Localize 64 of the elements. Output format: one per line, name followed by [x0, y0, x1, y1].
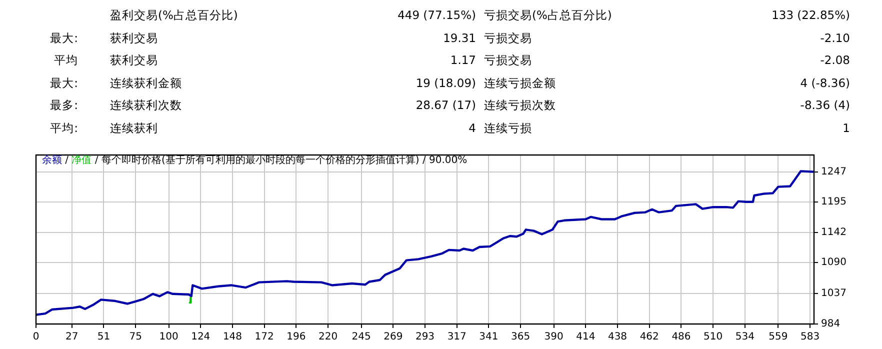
x-tick-label: 148: [222, 332, 242, 343]
text: 亏损交易: [484, 30, 533, 46]
text: 平均:: [49, 120, 78, 136]
y-tick-label: 1195: [821, 196, 846, 208]
text: 1: [842, 120, 850, 135]
text: 19.31: [442, 30, 476, 45]
x-tick-label: 317: [447, 332, 466, 343]
x-tick-label: 341: [479, 332, 498, 343]
x-tick-label: 51: [97, 332, 110, 343]
text: 4 (-8.36): [799, 76, 850, 90]
text: 连续亏损: [484, 120, 533, 136]
x-tick-label: 486: [672, 332, 691, 343]
x-tick-label: 124: [191, 332, 210, 343]
text: 盈利交易(%占总百分比): [110, 8, 239, 23]
text: 449 (77.15%): [396, 8, 476, 22]
x-tick-label: 534: [735, 332, 755, 343]
text: 133 (22.85%): [770, 8, 850, 22]
text: -8.36 (4): [799, 98, 850, 112]
y-tick-label: 1247: [821, 166, 846, 178]
x-tick-label: 414: [576, 332, 596, 343]
text: 连续获利金额: [110, 76, 183, 91]
y-tick-label: 1037: [821, 288, 846, 299]
text: 4: [468, 120, 476, 135]
annotation: /: [94, 155, 100, 166]
x-tick-label: 220: [318, 332, 338, 343]
text: 最多:: [49, 98, 78, 114]
x-tick-label: 196: [286, 332, 306, 343]
text: 1.17: [449, 53, 476, 68]
x-tick-label: 172: [254, 332, 274, 343]
text: 亏损交易: [484, 53, 533, 68]
text: -2.10: [819, 30, 850, 45]
y-tick-label: 1142: [821, 227, 846, 238]
text: 最大:: [49, 30, 78, 46]
x-tick-label: 293: [415, 332, 435, 343]
x-tick-label: 365: [511, 332, 530, 343]
text: 获利交易: [110, 30, 159, 46]
x-tick-label: 510: [704, 332, 723, 343]
text: 连续亏损次数: [484, 98, 557, 114]
x-tick-label: 583: [800, 332, 820, 343]
text: 28.67 (17): [414, 98, 476, 112]
x-tick-label: 438: [608, 332, 628, 343]
x-tick-label: 100: [159, 332, 178, 343]
text: 亏损交易(%占总百分比): [484, 8, 613, 23]
text: 余额: [42, 155, 62, 166]
text: 连续亏损金额: [484, 76, 557, 91]
text: -2.08: [819, 53, 850, 68]
text: 19 (18.09): [414, 76, 476, 90]
x-tick-label: 269: [384, 332, 403, 343]
annotation: /: [64, 155, 70, 166]
text: 平均: [53, 53, 78, 68]
x-tick-label: 27: [65, 332, 78, 343]
x-tick-label: 559: [768, 332, 788, 343]
y-tick-label: 984: [821, 318, 840, 330]
x-tick-label: 390: [544, 332, 564, 343]
y-tick-label: 1090: [821, 257, 846, 268]
x-tick-label: 0: [32, 332, 40, 343]
text: 最大:: [49, 76, 78, 91]
text: 连续获利次数: [110, 98, 183, 114]
text: 连续获利: [110, 120, 159, 136]
text: 净值: [72, 155, 92, 166]
text: 获利交易: [110, 53, 159, 68]
x-tick-label: 245: [352, 332, 371, 343]
x-tick-label: 75: [129, 332, 142, 343]
x-tick-label: 462: [640, 332, 659, 343]
